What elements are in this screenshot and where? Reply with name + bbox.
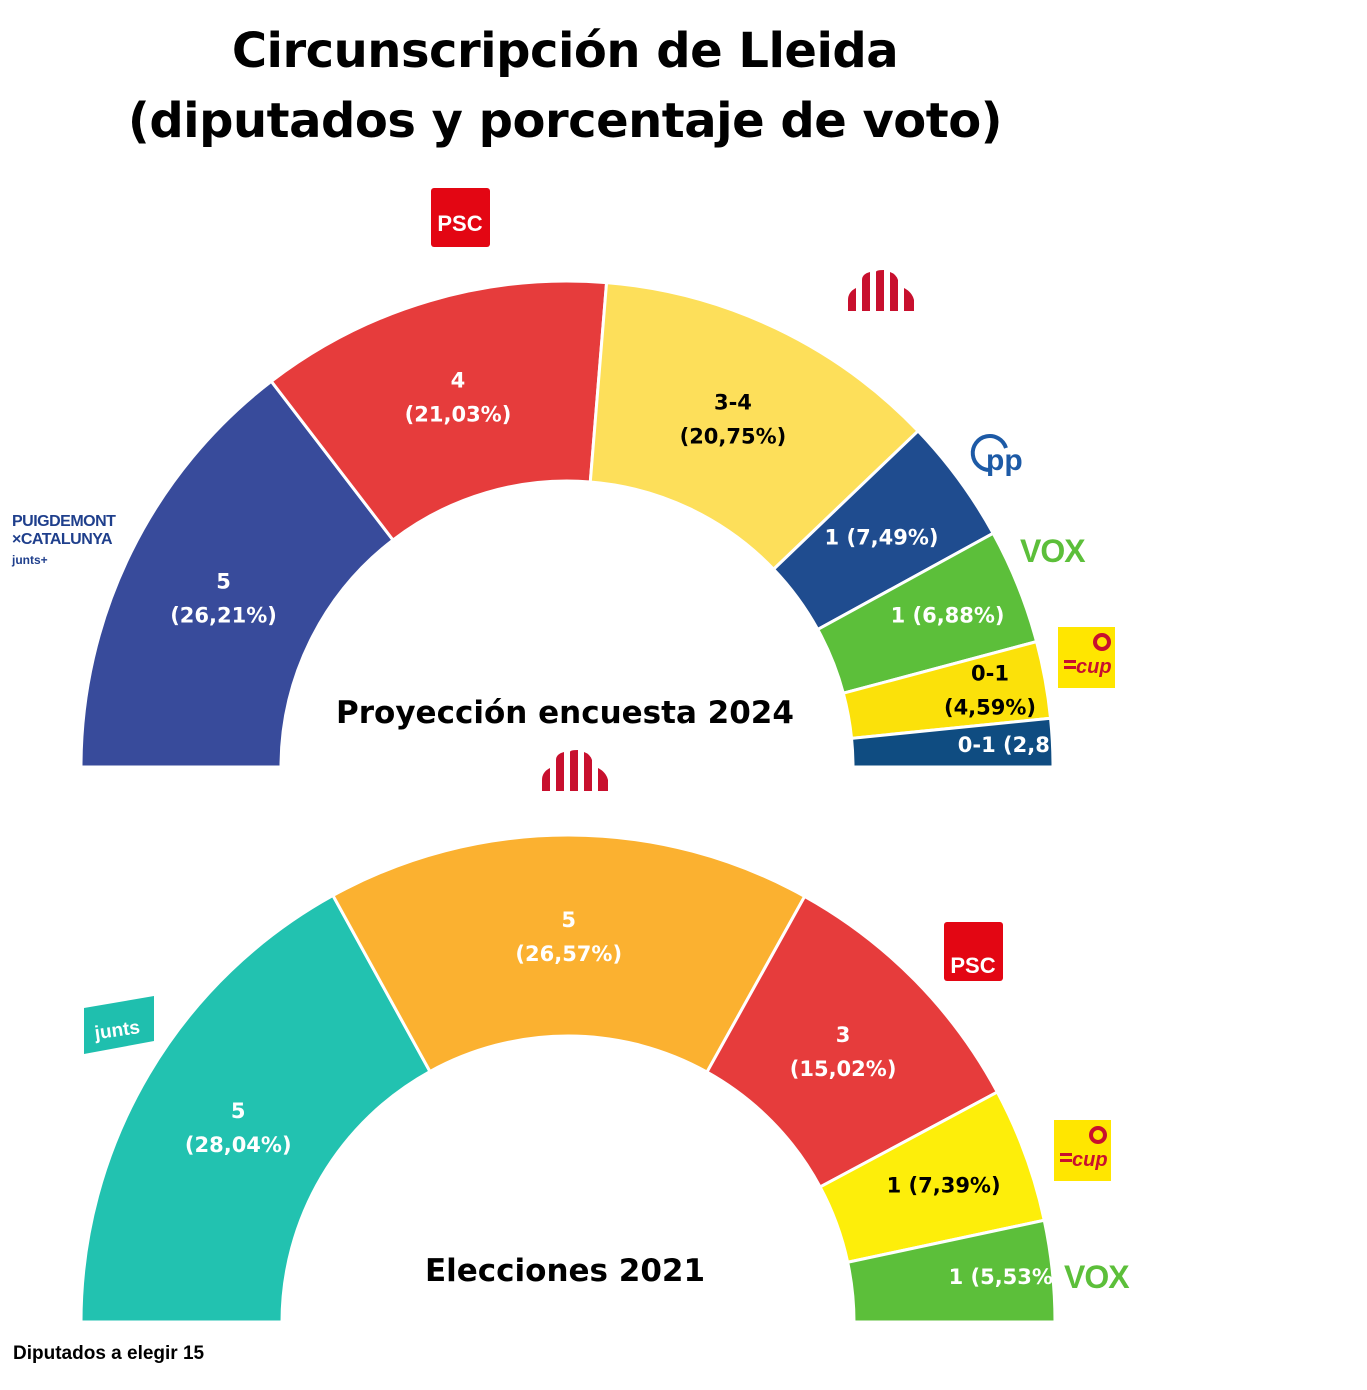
svg-text:PSC: PSC [437, 211, 482, 236]
chart-title-line2: (diputados y porcentaje de voto) [127, 93, 1003, 149]
vox-logo-2021: VOX [1064, 1259, 1131, 1295]
svg-text:VOX: VOX [1020, 533, 1086, 569]
pp-logo: pp [970, 434, 1023, 477]
psc-logo: PSC [431, 188, 490, 247]
segment-label-psc-pct: (15,02%) [790, 1057, 897, 1081]
chart-2021-segments: 5 (28,04%) 5 (26,57%) 3 (15,02%) 1 (7,39%) 1 (5… [79, 833, 1063, 1324]
segment-label-pp: 1 (7,49%) [825, 525, 939, 549]
segment-label-other: 0-1 (2,87%) [958, 733, 1095, 757]
svg-text:×CATALUNYA: ×CATALUNYA [12, 531, 113, 548]
segment-label-erc: 5 [561, 908, 576, 932]
segment-erc [330, 833, 807, 1075]
chart-2024-subtitle: Proyección encuesta 2024 [336, 695, 794, 731]
segment-label-erc-pct: (20,75%) [680, 424, 787, 448]
cup-logo-2024: cup [1058, 627, 1115, 688]
chart-title-line1: Circunscripción de Lleida [231, 23, 899, 79]
seats-footnote: Diputados a elegir 15 [13, 1343, 205, 1364]
segment-label-erc: 3-4 [714, 390, 752, 414]
segment-label-vox: 1 (6,88%) [891, 603, 1005, 627]
erc-logo-2021 [542, 750, 608, 791]
chart-2021-subtitle: Elecciones 2021 [425, 1253, 705, 1289]
svg-text:PUIGDEMONT: PUIGDEMONT [12, 513, 116, 530]
segment-label-vox: 1 (5,53%) [949, 1265, 1063, 1289]
segment-junts [79, 893, 432, 1324]
vox-logo-2024: VOX [1020, 533, 1087, 569]
svg-text:cup: cup [1076, 656, 1112, 678]
svg-text:cup: cup [1072, 1149, 1108, 1171]
segment-label-junts-pct: (26,21%) [170, 604, 277, 628]
cup-logo-2021: cup [1054, 1120, 1111, 1181]
segment-label-erc-pct: (26,57%) [515, 942, 622, 966]
svg-text:junts+: junts+ [11, 553, 48, 567]
puigdemont-junts-logo: PUIGDEMONT ×CATALUNYA junts+ [11, 513, 117, 567]
segment-label-psc-pct: (21,03%) [405, 403, 512, 427]
segment-label-junts: 5 [231, 1099, 246, 1123]
erc-logo [848, 270, 914, 311]
segment-label-psc: 4 [451, 369, 466, 393]
segment-label-cup: 1 (7,39%) [887, 1173, 1001, 1197]
segment-label-cup-pct: (4,59%) [944, 696, 1036, 720]
svg-text:VOX: VOX [1064, 1259, 1130, 1295]
segment-psc [269, 279, 609, 543]
segment-label-cup: 0-1 [971, 662, 1009, 686]
svg-text:pp: pp [986, 444, 1023, 477]
segment-junts [79, 379, 396, 769]
segment-label-junts-pct: (28,04%) [185, 1133, 292, 1157]
segment-vox [845, 1218, 1057, 1324]
segment-erc [588, 280, 921, 572]
psc-logo-2021: PSC [944, 922, 1003, 981]
segment-label-psc: 3 [836, 1023, 851, 1047]
segment-label-junts: 5 [216, 570, 231, 594]
junts-logo: junts [84, 996, 154, 1054]
chart-2024-segments: 5 (26,21%) 4 (21,03%) 3-4 (20,75%) 1 (7,49%) 1 … [79, 279, 1095, 769]
svg-text:PSC: PSC [950, 953, 995, 978]
segment-other [849, 716, 1055, 769]
